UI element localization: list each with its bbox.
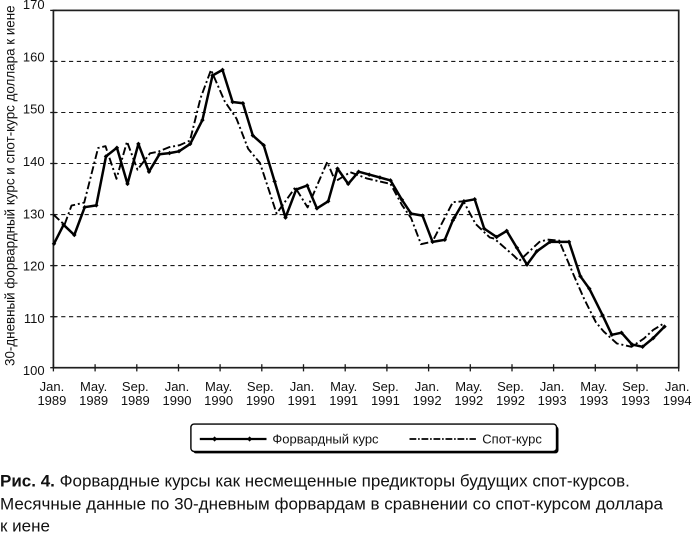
svg-text:1991: 1991 [288, 393, 317, 408]
svg-text:100: 100 [23, 363, 45, 378]
svg-text:1991: 1991 [329, 393, 358, 408]
svg-text:140: 140 [23, 154, 45, 169]
svg-text:Sep.: Sep. [122, 379, 149, 394]
svg-text:Jan.: Jan. [540, 379, 565, 394]
svg-text:Sep.: Sep. [622, 379, 649, 394]
svg-text:Форвардный курс: Форвардный курс [272, 432, 379, 447]
svg-text:150: 150 [23, 102, 45, 117]
svg-text:1989: 1989 [121, 393, 150, 408]
svg-text:1993: 1993 [538, 393, 567, 408]
svg-text:30-дневный форвардный курс и с: 30-дневный форвардный курс и спот-курс д… [3, 5, 18, 366]
svg-text:1990: 1990 [204, 393, 233, 408]
svg-text:May.: May. [580, 379, 607, 394]
svg-text:1992: 1992 [496, 393, 525, 408]
svg-text:1993: 1993 [621, 393, 650, 408]
svg-text:May.: May. [455, 379, 482, 394]
svg-text:Рис. 4. Форвардные курсы как н: Рис. 4. Форвардные курсы как несмещенные… [0, 471, 630, 490]
svg-text:May.: May. [330, 379, 357, 394]
svg-text:1991: 1991 [371, 393, 400, 408]
svg-text:1990: 1990 [163, 393, 192, 408]
svg-text:1993: 1993 [579, 393, 608, 408]
svg-text:Jan.: Jan. [415, 379, 440, 394]
svg-text:к иене: к иене [0, 516, 50, 533]
svg-text:130: 130 [23, 206, 45, 221]
svg-text:Jan.: Jan. [40, 379, 65, 394]
svg-text:110: 110 [24, 311, 45, 326]
svg-text:Sep.: Sep. [372, 379, 399, 394]
svg-text:170: 170 [23, 0, 45, 12]
svg-text:Sep.: Sep. [497, 379, 524, 394]
svg-text:1989: 1989 [37, 393, 66, 408]
svg-text:160: 160 [23, 49, 45, 64]
svg-text:120: 120 [23, 259, 45, 274]
svg-text:Jan.: Jan. [165, 379, 190, 394]
svg-text:1990: 1990 [246, 393, 275, 408]
svg-text:1992: 1992 [413, 393, 442, 408]
svg-text:1992: 1992 [454, 393, 483, 408]
svg-text:Jan.: Jan. [665, 379, 690, 394]
svg-text:1994: 1994 [663, 393, 692, 408]
svg-text:May.: May. [205, 379, 232, 394]
svg-text:Спот-курс: Спот-курс [482, 432, 542, 447]
svg-text:Sep.: Sep. [247, 379, 274, 394]
svg-text:Jan.: Jan. [290, 379, 315, 394]
svg-text:May.: May. [80, 379, 107, 394]
svg-text:Месячные данные по 30-дневным: Месячные данные по 30-дневным форвардам … [0, 494, 663, 513]
svg-text:1989: 1989 [79, 393, 108, 408]
